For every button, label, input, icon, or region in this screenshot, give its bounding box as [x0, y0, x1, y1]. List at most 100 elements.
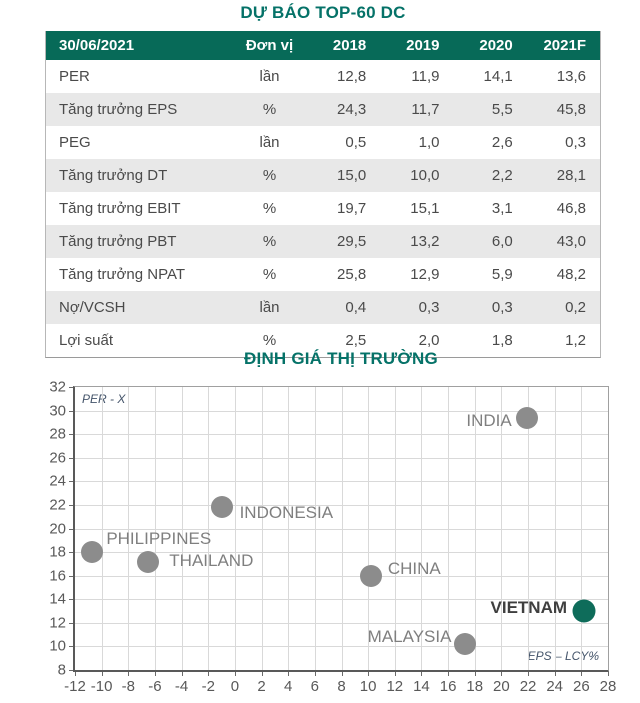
forecast-table-grid: 30/06/2021 Đơn vị 2018 2019 2020 2021F PER lần…	[46, 31, 600, 357]
row-unit: %	[262, 332, 277, 349]
y-tick-mark	[69, 504, 73, 506]
x-tick-label: 4	[284, 678, 293, 695]
y-tick-label: 32	[49, 378, 66, 396]
row-value: 0,4	[345, 299, 367, 316]
row-label: Tăng trưởng NPAT	[59, 266, 186, 283]
data-point-indonesia	[210, 496, 233, 519]
data-point-china	[359, 564, 382, 587]
x-tick-mark	[501, 672, 503, 676]
gridline-h	[75, 504, 608, 506]
row-value: 6,0	[491, 233, 513, 250]
x-tick-mark	[581, 672, 583, 676]
x-tick-mark	[288, 672, 290, 676]
table-row: Tăng trưởng EBIT% 19,7 15,1 3,1 46,8	[46, 192, 600, 225]
row-label: Nợ/VCSH	[59, 299, 126, 316]
row-value: 2,6	[491, 134, 513, 151]
y-tick-label: 20	[49, 520, 66, 537]
country-label-vietnam: VIETNAM	[490, 598, 568, 618]
row-value: 5,5	[491, 101, 513, 118]
gridline-h	[75, 622, 608, 624]
gridline-h	[75, 552, 608, 554]
valuation-chart-title: ĐỊNH GIÁ THỊ TRƯỜNG	[244, 349, 438, 368]
x-tick-mark	[234, 672, 236, 676]
row-value: 0,3	[418, 299, 440, 316]
y-tick-mark	[69, 434, 73, 436]
x-tick-label: 8	[337, 678, 346, 695]
row-unit: %	[262, 233, 277, 250]
column-header-2: 2018	[307, 31, 381, 60]
table-row: Tăng trưởng NPAT% 25,8 12,9 5,9 48,2	[46, 258, 600, 291]
x-tick-mark	[261, 672, 263, 676]
column-header-3: 2019	[380, 31, 454, 60]
x-tick-mark	[554, 672, 556, 676]
x-tick-label: 24	[546, 678, 564, 695]
y-axis-annotation: PER - X	[82, 392, 126, 406]
row-value: 1,2	[565, 332, 586, 349]
country-label-malaysia: MALAYSIA	[367, 627, 452, 647]
row-value: 45,8	[556, 101, 586, 118]
row-label: Tăng trưởng DT	[59, 167, 168, 184]
y-tick-mark	[69, 622, 73, 624]
table-header-row: 30/06/2021 Đơn vị 2018 2019 2020 2021F	[46, 31, 600, 60]
y-tick-mark	[69, 481, 73, 483]
row-value: 0,5	[345, 134, 367, 151]
y-tick-label: 30	[49, 402, 66, 420]
y-tick-label: 18	[49, 543, 66, 561]
row-unit: %	[262, 200, 277, 217]
gridline-h	[75, 410, 608, 412]
row-value: 3,1	[491, 200, 513, 217]
x-axis-annotation: EPS – LCY%	[527, 649, 599, 663]
table-row: PEG lần 0,5 1,0 2,6 0,3	[46, 126, 600, 159]
x-tick-mark	[341, 672, 343, 676]
row-label: Lợi suất	[59, 332, 114, 349]
forecast-table: 30/06/2021 Đơn vị 2018 2019 2020 2021F PER lần…	[45, 31, 601, 358]
table-row: PER lần 12,8 11,9 14,1 13,6	[46, 60, 600, 93]
x-tick-mark	[208, 672, 210, 676]
row-unit: %	[262, 101, 277, 118]
row-unit: lần	[259, 134, 280, 151]
gridline-h	[75, 646, 608, 648]
table-row: Tăng trưởng EPS% 24,3 11,7 5,5 45,8	[46, 93, 600, 126]
data-point-malaysia	[454, 633, 477, 656]
x-tick-mark	[421, 672, 423, 676]
x-tick-label: -6	[148, 678, 162, 695]
row-label: PEG	[59, 134, 91, 151]
row-value: 15,1	[410, 200, 440, 217]
x-tick-label: 20	[493, 678, 510, 695]
x-tick-label: -4	[174, 678, 189, 695]
row-unit: %	[262, 266, 277, 283]
row-value: 48,2	[556, 266, 586, 283]
row-value: 10,0	[410, 167, 440, 184]
row-value: 1,8	[491, 332, 513, 349]
row-unit: lần	[259, 299, 280, 316]
x-tick-label: 18	[466, 678, 484, 695]
y-tick-label: 8	[57, 661, 66, 679]
row-value: 0,2	[565, 299, 586, 316]
x-tick-label: 6	[310, 678, 320, 695]
x-tick-label: 10	[359, 678, 377, 695]
country-label-indonesia: INDONESIA	[239, 503, 334, 523]
row-value: 0,3	[565, 134, 586, 151]
y-tick-mark	[69, 387, 73, 388]
gridline-h	[75, 528, 608, 530]
x-tick-mark	[101, 672, 103, 676]
y-tick-mark	[69, 410, 73, 412]
x-tick-mark	[474, 672, 476, 676]
data-point-india	[515, 406, 538, 429]
y-tick-mark	[69, 575, 73, 577]
gridline-h	[75, 599, 608, 601]
x-tick-label: 0	[230, 678, 240, 695]
table-header: 30/06/2021 Đơn vị 2018 2019 2020 2021F	[46, 31, 600, 60]
country-label-philippines: PHILIPPINES	[106, 529, 212, 549]
x-tick-mark	[448, 672, 450, 676]
row-value: 1,0	[418, 134, 440, 151]
y-tick-label: 26	[49, 449, 66, 467]
gridline-h	[75, 457, 608, 459]
row-value: 5,9	[491, 266, 513, 283]
x-tick-label: 12	[386, 678, 404, 695]
row-unit: lần	[259, 68, 280, 85]
x-tick-mark	[394, 672, 396, 676]
row-value: 28,1	[556, 167, 586, 184]
table-row: Lợi suất% 2,5 2,0 1,8 1,2	[46, 324, 600, 357]
row-value: 12,9	[410, 266, 440, 283]
